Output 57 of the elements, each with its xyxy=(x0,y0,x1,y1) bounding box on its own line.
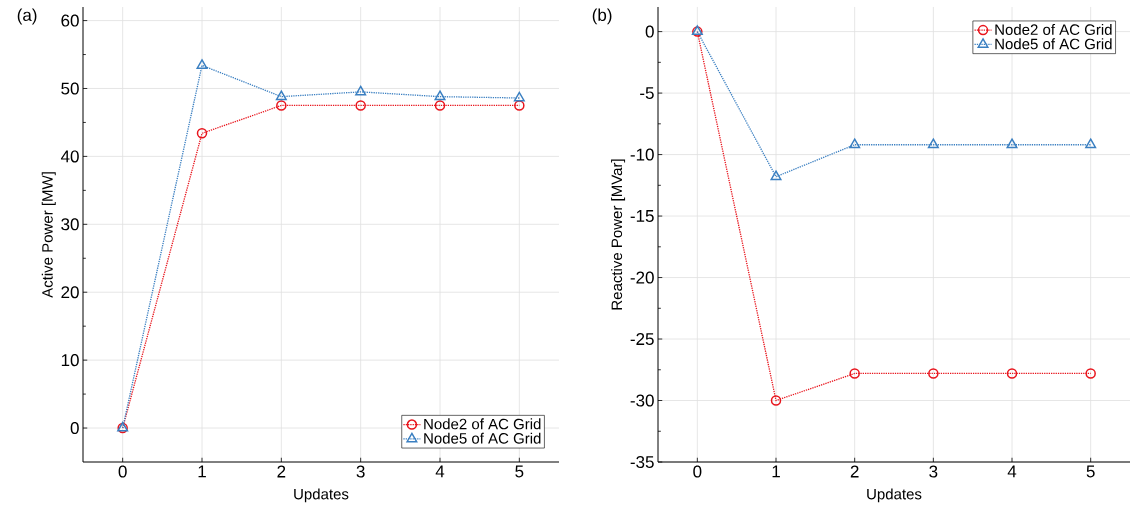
x-tick-label: 4 xyxy=(435,465,445,478)
legend-label: Node5 of AC Grid xyxy=(995,38,1112,50)
y-tick-label: 20 xyxy=(61,286,79,299)
legend-label: Node5 of AC Grid xyxy=(424,432,541,444)
y-tick-label: 30 xyxy=(61,218,79,231)
point xyxy=(1085,368,1096,379)
point xyxy=(770,395,782,406)
y-tick-label: -20 xyxy=(630,271,654,284)
x-tick-label: 5 xyxy=(515,465,524,478)
point xyxy=(275,90,287,101)
point xyxy=(355,85,367,96)
y-tick-label: 10 xyxy=(61,354,79,367)
y-axis-title: Reactive Power [MVar] xyxy=(611,159,626,310)
y-tick-label: -5 xyxy=(640,87,654,100)
x-tick-label: 4 xyxy=(1007,465,1017,478)
point xyxy=(928,368,939,379)
y-tick-label: -15 xyxy=(630,210,654,222)
point xyxy=(513,91,525,102)
y-tick-label: 0 xyxy=(70,422,79,435)
x-axis-title: Updates xyxy=(867,488,922,503)
x-tick-label: 3 xyxy=(356,465,365,478)
y-tick-label: 60 xyxy=(61,14,79,27)
point xyxy=(1085,138,1097,149)
point xyxy=(196,128,208,139)
point xyxy=(849,368,860,379)
point xyxy=(276,100,287,111)
x-tick-label: 1 xyxy=(772,465,780,478)
point xyxy=(355,100,366,111)
point xyxy=(927,138,939,149)
y-tick-label: 40 xyxy=(60,150,79,163)
y-tick-label: 50 xyxy=(61,82,79,95)
point xyxy=(434,100,446,111)
y-tick-label: -30 xyxy=(630,394,654,407)
legend-label: Node2 of AC Grid xyxy=(995,23,1112,35)
x-tick-label: 2 xyxy=(277,465,286,478)
x-tick-label: 1 xyxy=(198,465,206,478)
y-tick-label: -25 xyxy=(630,333,654,346)
point xyxy=(434,90,446,101)
x-tick-label: 3 xyxy=(929,465,938,478)
x-axis-title: Updates xyxy=(294,488,349,503)
point xyxy=(1006,368,1018,379)
x-tick-label: 0 xyxy=(118,465,127,478)
point xyxy=(514,100,525,111)
x-tick-label: 2 xyxy=(850,465,859,478)
y-tick-label: -35 xyxy=(630,455,654,469)
y-tick-label: 0 xyxy=(645,25,654,38)
y-axis-title: Active Power [MW] xyxy=(41,172,56,298)
point xyxy=(1006,138,1018,149)
point xyxy=(196,59,208,69)
x-tick-label: 5 xyxy=(1086,465,1095,478)
legend-label: Node2 of AC Grid xyxy=(424,418,541,430)
y-tick-label: -10 xyxy=(630,148,654,161)
point xyxy=(849,138,861,149)
point xyxy=(770,170,782,181)
x-tick-label: 0 xyxy=(693,465,702,478)
chart-title: (b) xyxy=(592,8,612,25)
chart-title: (a) xyxy=(17,8,37,25)
